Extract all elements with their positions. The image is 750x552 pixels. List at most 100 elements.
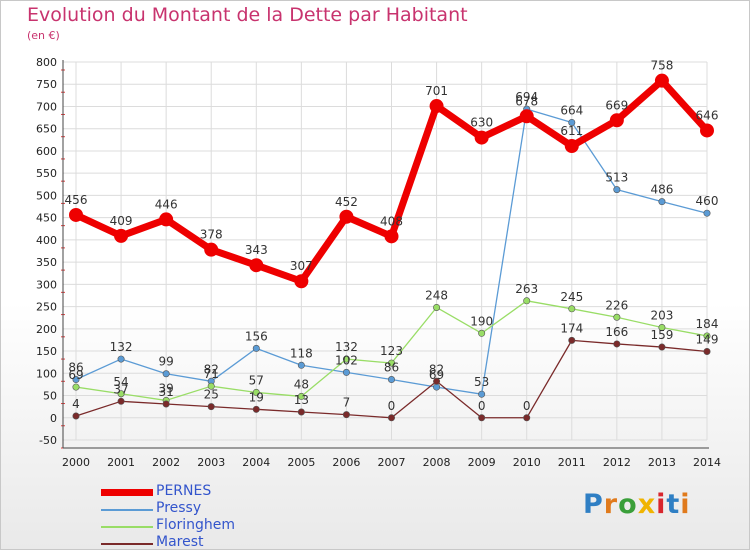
point-floringhem bbox=[117, 390, 125, 398]
data-label-marest: 37 bbox=[113, 382, 128, 396]
point-pressy bbox=[658, 198, 666, 206]
logo-letter: i bbox=[656, 489, 667, 520]
point-marest bbox=[703, 348, 711, 356]
legend-swatch bbox=[101, 525, 153, 528]
point-pressy bbox=[342, 368, 350, 376]
data-label-floringhem: 39 bbox=[159, 381, 174, 395]
data-label-marest: 31 bbox=[159, 385, 174, 399]
data-label-pressy: 86 bbox=[68, 361, 83, 375]
point-pernes bbox=[519, 109, 534, 124]
data-label-marest: 13 bbox=[294, 393, 309, 407]
y-tick-label: 250 bbox=[36, 301, 57, 314]
y-tick-label: 100 bbox=[36, 367, 57, 380]
point-marest bbox=[658, 343, 666, 351]
point-pressy bbox=[252, 344, 260, 352]
data-label-pressy: 132 bbox=[110, 340, 133, 354]
point-pernes bbox=[114, 228, 129, 243]
y-tick-label: -50 bbox=[39, 434, 57, 447]
data-label-pressy: 460 bbox=[696, 194, 719, 208]
point-pernes bbox=[69, 207, 83, 222]
y-tick-label: 550 bbox=[36, 167, 57, 180]
x-tick-label: 2002 bbox=[152, 456, 180, 469]
point-floringhem bbox=[342, 355, 350, 363]
point-pressy bbox=[387, 376, 395, 384]
data-label-pernes: 307 bbox=[290, 259, 313, 273]
data-label-marest: 0 bbox=[388, 399, 396, 413]
x-tick-label: 2001 bbox=[107, 456, 135, 469]
logo-letter: x bbox=[637, 489, 657, 520]
y-tick-label: 350 bbox=[36, 256, 57, 269]
x-tick-label: 2013 bbox=[648, 456, 676, 469]
point-marest bbox=[252, 405, 260, 413]
point-floringhem bbox=[252, 388, 260, 396]
point-marest bbox=[72, 412, 80, 420]
data-label-pressy: 513 bbox=[605, 171, 628, 185]
data-label-pernes: 408 bbox=[380, 214, 403, 228]
data-label-pressy: 118 bbox=[290, 346, 313, 360]
point-floringhem bbox=[387, 359, 395, 367]
data-label-marest: 149 bbox=[696, 333, 719, 347]
data-label-pernes: 456 bbox=[65, 193, 88, 207]
point-marest bbox=[117, 397, 125, 405]
chart-unit: (en €) bbox=[27, 29, 60, 42]
data-label-floringhem: 190 bbox=[470, 314, 493, 328]
point-pressy bbox=[703, 209, 711, 217]
point-floringhem bbox=[703, 332, 711, 340]
point-marest bbox=[478, 414, 486, 422]
legend-label: Marest bbox=[156, 534, 204, 550]
axis-layer: -500501001502002503003504004505005506006… bbox=[36, 56, 721, 469]
point-pressy bbox=[72, 376, 80, 384]
chart-title: Evolution du Montant de la Dette par Hab… bbox=[27, 4, 468, 26]
data-label-marest: 7 bbox=[343, 396, 351, 410]
x-tick-label: 2012 bbox=[603, 456, 631, 469]
point-marest bbox=[568, 336, 576, 344]
data-label-pressy: 664 bbox=[560, 103, 583, 117]
x-tick-label: 2005 bbox=[287, 456, 315, 469]
legend-swatch bbox=[101, 542, 153, 545]
y-tick-label: 500 bbox=[36, 189, 57, 202]
data-label-pressy: 156 bbox=[245, 329, 268, 343]
y-tick-label: 50 bbox=[43, 390, 57, 403]
data-label-pernes: 678 bbox=[515, 94, 538, 108]
point-pressy bbox=[117, 355, 125, 363]
point-pressy bbox=[568, 118, 576, 126]
data-label-pernes: 446 bbox=[155, 197, 178, 211]
data-label-pernes: 701 bbox=[425, 84, 448, 98]
data-label-marest: 159 bbox=[650, 328, 673, 342]
data-label-pressy: 69 bbox=[429, 368, 444, 382]
point-pernes bbox=[609, 113, 624, 128]
point-marest bbox=[342, 411, 350, 419]
data-label-pressy: 86 bbox=[384, 361, 399, 375]
point-floringhem bbox=[523, 297, 531, 305]
series-layer bbox=[69, 73, 714, 422]
data-label-floringhem: 263 bbox=[515, 282, 538, 296]
x-tick-label: 2010 bbox=[513, 456, 541, 469]
x-tick-label: 2014 bbox=[693, 456, 721, 469]
point-floringhem bbox=[433, 303, 441, 311]
data-label-floringhem: 248 bbox=[425, 288, 448, 302]
data-label-floringhem: 71 bbox=[204, 367, 219, 381]
legend-label: Pressy bbox=[156, 500, 202, 516]
y-tick-label: 150 bbox=[36, 345, 57, 358]
x-tick-label: 2007 bbox=[378, 456, 406, 469]
legend-swatch bbox=[101, 508, 153, 511]
x-tick-label: 2000 bbox=[62, 456, 90, 469]
logo-letter: r bbox=[603, 489, 619, 520]
data-label-pernes: 378 bbox=[200, 228, 223, 242]
logo-letter: P bbox=[583, 489, 604, 520]
data-label-pressy: 82 bbox=[204, 362, 219, 376]
data-label-marest: 25 bbox=[204, 388, 219, 402]
y-tick-label: 0 bbox=[50, 412, 57, 425]
y-tick-label: 200 bbox=[36, 323, 57, 336]
point-pressy bbox=[433, 383, 441, 391]
point-pressy bbox=[297, 361, 305, 369]
point-pernes bbox=[700, 123, 714, 138]
point-marest bbox=[523, 414, 531, 422]
data-label-floringhem: 54 bbox=[113, 375, 128, 389]
data-label-marest: 0 bbox=[523, 399, 531, 413]
point-pernes bbox=[429, 99, 444, 114]
point-pernes bbox=[339, 209, 354, 224]
data-label-pressy: 486 bbox=[650, 183, 673, 197]
point-marest bbox=[433, 377, 441, 385]
